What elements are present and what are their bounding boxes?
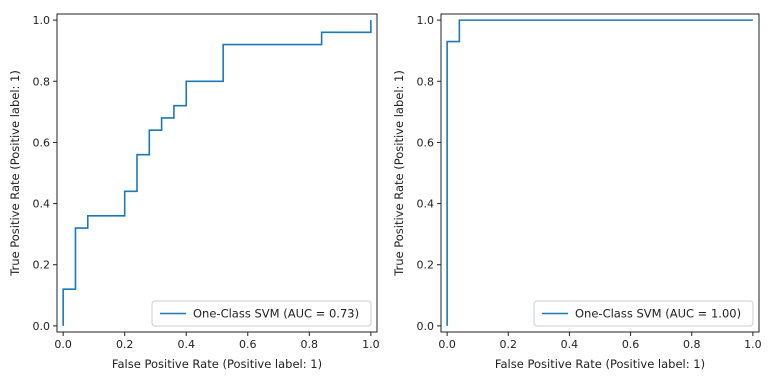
- x-tick-label: 0.4: [561, 338, 579, 351]
- x-tick-label: 0.8: [683, 338, 701, 351]
- roc-panel-2: 0.0 0.2 0.4 0.6 0.8 1.0 0.0 0.2 0.4 0.6 0.8 1.0 Fals…: [392, 13, 762, 371]
- y-axis-label: True Positive Rate (Positive label: 1): [392, 70, 406, 277]
- plot-area-frame: [56, 13, 378, 333]
- plot-area-frame: [440, 13, 760, 333]
- y-tick-label: 0.4: [33, 198, 51, 211]
- y-tick-label: 0.0: [33, 320, 51, 333]
- y-tick-label: 0.2: [417, 259, 435, 272]
- x-tick-label: 0.2: [116, 338, 134, 351]
- x-tick-label: 0.0: [54, 338, 72, 351]
- x-tick-label: 0.2: [500, 338, 518, 351]
- roc-curve-line: [446, 19, 753, 326]
- y-tick-label: 0.6: [33, 136, 51, 149]
- x-tick-label: 0.4: [177, 338, 195, 351]
- x-tick-label: 0.6: [239, 338, 257, 351]
- x-tick-label: 0.6: [622, 338, 640, 351]
- y-tick-label: 0.4: [417, 198, 435, 211]
- y-tick-label: 0.2: [33, 259, 51, 272]
- legend-box: [533, 300, 754, 327]
- legend-box: [151, 300, 372, 327]
- x-tick-label: 1.0: [744, 338, 762, 351]
- legend-label: One-Class SVM (AUC = 1.00): [575, 307, 741, 321]
- x-axis-label: False Positive Rate (Positive label: 1): [495, 357, 705, 371]
- roc-curve-line: [62, 20, 372, 326]
- y-tick-label: 1.0: [417, 14, 435, 27]
- y-axis-label: True Positive Rate (Positive label: 1): [8, 70, 22, 277]
- y-tick-label: 0.8: [33, 75, 51, 88]
- legend-label: One-Class SVM (AUC = 0.73): [193, 307, 359, 321]
- x-tick-label: 0.0: [438, 338, 456, 351]
- roc-panel-1: 0.0 0.2 0.4 0.6 0.8 1.0 0.0 0.2 0.4 0.6 0.8 1.0 Fals…: [8, 13, 380, 371]
- x-axis-label: False Positive Rate (Positive label: 1): [112, 357, 322, 371]
- x-tick-label: 1.0: [362, 338, 380, 351]
- legend: One-Class SVM (AUC = 1.00): [533, 300, 754, 327]
- y-tick-label: 0.8: [417, 75, 435, 88]
- x-tick-label: 0.8: [301, 338, 319, 351]
- y-tick-label: 0.0: [417, 320, 435, 333]
- y-tick-label: 1.0: [33, 14, 51, 27]
- y-tick-label: 0.6: [417, 136, 435, 149]
- legend: One-Class SVM (AUC = 0.73): [151, 300, 372, 327]
